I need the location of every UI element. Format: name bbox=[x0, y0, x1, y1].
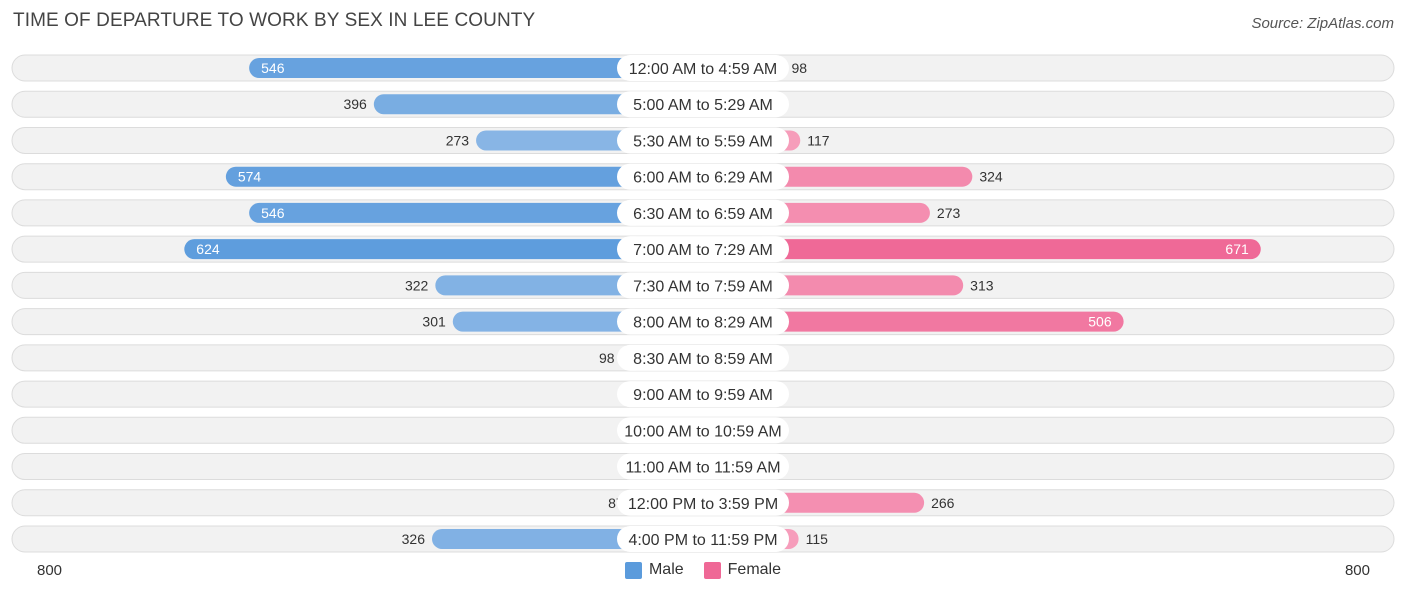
male-bar bbox=[249, 202, 713, 223]
category-label-pill bbox=[617, 272, 789, 299]
male-value-label: 574 bbox=[238, 169, 262, 185]
female-value-label: 671 bbox=[1225, 241, 1249, 257]
male-value-label: 326 bbox=[402, 531, 426, 547]
category-label: 4:00 PM to 11:59 PM bbox=[628, 532, 777, 549]
female-value-label: 115 bbox=[806, 531, 829, 547]
category-label-pill bbox=[617, 199, 789, 226]
category-label: 11:00 AM to 11:59 AM bbox=[625, 460, 780, 477]
category-label-pill bbox=[617, 91, 789, 118]
category-label: 5:00 AM to 5:29 AM bbox=[633, 97, 773, 114]
category-label: 7:30 AM to 7:59 AM bbox=[633, 278, 773, 295]
axis-right-max-label: 800 bbox=[1344, 562, 1370, 579]
category-label: 8:00 AM to 8:29 AM bbox=[633, 315, 773, 332]
female-value-label: 117 bbox=[807, 132, 830, 148]
female-value-label: 98 bbox=[791, 60, 807, 76]
category-label: 9:00 AM to 9:59 AM bbox=[633, 387, 773, 404]
male-bar bbox=[249, 58, 713, 78]
female-value-label: 506 bbox=[1088, 314, 1112, 330]
chart-title: TIME OF DEPARTURE TO WORK BY SEX IN LEE … bbox=[13, 10, 536, 31]
category-label-pill bbox=[617, 55, 789, 81]
legend-swatch-male bbox=[624, 561, 642, 579]
category-label: 8:30 AM to 8:59 AM bbox=[633, 351, 773, 368]
male-value-label: 546 bbox=[261, 205, 285, 221]
category-label-pill bbox=[617, 417, 789, 444]
category-label: 12:00 PM to 3:59 PM bbox=[628, 496, 778, 513]
male-value-label: 273 bbox=[446, 132, 470, 148]
category-label: 10:00 AM to 10:59 AM bbox=[624, 423, 781, 440]
male-value-label: 396 bbox=[343, 96, 367, 112]
category-label-pill bbox=[617, 344, 789, 371]
female-value-label: 324 bbox=[979, 169, 1003, 185]
category-label-pill bbox=[617, 381, 789, 408]
category-label: 6:00 AM to 6:29 AM bbox=[633, 170, 773, 187]
legend-swatch-female bbox=[703, 561, 721, 579]
category-label: 7:00 AM to 7:29 AM bbox=[633, 242, 773, 259]
category-label-pill bbox=[617, 489, 789, 516]
chart-source: Source: ZipAtlas.com bbox=[1251, 15, 1394, 32]
male-value-label: 301 bbox=[422, 314, 446, 330]
male-value-label: 322 bbox=[405, 277, 429, 293]
female-bar bbox=[693, 311, 1124, 332]
female-value-label: 313 bbox=[970, 277, 994, 293]
male-value-label: 546 bbox=[261, 60, 285, 76]
legend-label-male: Male bbox=[648, 561, 684, 578]
category-label-pill bbox=[617, 236, 789, 263]
female-bar bbox=[693, 239, 1261, 260]
male-value-label: 98 bbox=[599, 350, 615, 366]
male-bar bbox=[184, 239, 714, 260]
male-bar bbox=[225, 166, 714, 187]
female-value-label: 273 bbox=[937, 205, 961, 221]
category-label-pill bbox=[617, 525, 789, 552]
category-label-pill bbox=[617, 163, 789, 190]
category-label: 6:30 AM to 6:59 AM bbox=[633, 206, 773, 223]
axis-left-max-label: 800 bbox=[37, 562, 63, 579]
category-label-pill bbox=[617, 308, 789, 335]
category-label-pill bbox=[617, 127, 789, 154]
legend-item-male: Male bbox=[624, 561, 684, 579]
legend-item-female: Female bbox=[703, 561, 782, 579]
legend-label-female: Female bbox=[727, 561, 782, 578]
male-value-label: 624 bbox=[196, 241, 220, 257]
category-label: 12:00 AM to 4:59 AM bbox=[629, 61, 778, 78]
category-label-pill bbox=[617, 453, 789, 480]
female-value-label: 266 bbox=[931, 495, 955, 511]
category-label: 5:30 AM to 5:59 AM bbox=[633, 133, 773, 150]
chart-legend: Male Female bbox=[0, 561, 1406, 579]
